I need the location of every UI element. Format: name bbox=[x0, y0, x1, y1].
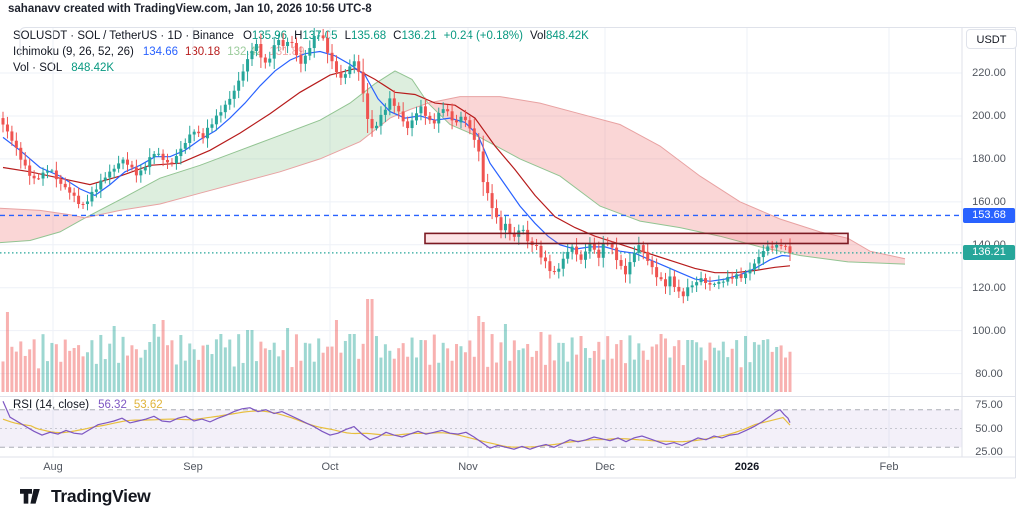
price-tick-label: 120.00 bbox=[972, 281, 1006, 294]
ichimoku-lead2-value: 131.89 bbox=[269, 46, 305, 58]
time-axis-label: Aug bbox=[43, 461, 63, 473]
price-tick-label: 160.00 bbox=[972, 195, 1006, 208]
time-axis-label: Feb bbox=[879, 461, 899, 473]
symbol-legend-row: SOLUSDT · SOL / TetherUS · 1D · Binance O… bbox=[13, 30, 596, 42]
tradingview-logo-icon bbox=[20, 489, 40, 504]
close-value: 136.21 bbox=[401, 30, 437, 42]
price-tick-label: 200.00 bbox=[972, 109, 1006, 122]
time-axis-label: 2026 bbox=[734, 461, 760, 473]
time-axis-label: Oct bbox=[321, 461, 339, 473]
rsi-ma-line bbox=[2, 410, 791, 448]
rsi-label[interactable]: RSI (14, close) bbox=[13, 399, 90, 411]
volume-bars bbox=[1, 299, 792, 392]
volume-value: 848.42K bbox=[545, 30, 589, 42]
resistance-box bbox=[424, 232, 849, 245]
volume-study-label[interactable]: Vol · SOL bbox=[13, 62, 63, 74]
ichimoku-cloud bbox=[0, 208, 85, 243]
ichimoku-conversion-value: 134.66 bbox=[142, 46, 178, 58]
time-axis-label: Sep bbox=[183, 461, 203, 473]
high-value: 137.05 bbox=[302, 30, 338, 42]
time-axis-label: Nov bbox=[458, 461, 478, 473]
ichimoku-cloud bbox=[85, 70, 428, 218]
price-tick-label: 180.00 bbox=[972, 152, 1006, 165]
tenkan-line bbox=[2, 50, 791, 282]
volume-legend-row: Vol · SOL 848.42K bbox=[13, 62, 114, 74]
price-tick-label: 80.00 bbox=[975, 367, 1003, 380]
candlesticks bbox=[1, 27, 792, 304]
rsi-value: 56.32 bbox=[98, 399, 127, 411]
open-value: 135.96 bbox=[251, 30, 288, 42]
price-tick-label: 75.00 bbox=[975, 399, 1003, 411]
last-price-badge: 136.21 bbox=[963, 245, 1015, 261]
tradingview-logo[interactable]: TradingView bbox=[20, 486, 151, 507]
kijun-line bbox=[2, 68, 791, 274]
price-tick-label: 25.00 bbox=[975, 446, 1003, 458]
ichimoku-cloud bbox=[428, 96, 905, 265]
open-label: O bbox=[242, 30, 252, 42]
tradingview-logo-text: TradingView bbox=[51, 486, 151, 506]
ichimoku-legend-row: Ichimoku (9, 26, 52, 26) 134.66 130.18 132.… bbox=[13, 46, 305, 58]
price-level-badge: 153.68 bbox=[963, 207, 1015, 223]
time-axis-label: Dec bbox=[595, 461, 615, 473]
attribution-text: sahanavv created with TradingView.com, J… bbox=[8, 3, 372, 15]
low-value: 135.68 bbox=[350, 30, 387, 42]
volume-label: Vol bbox=[529, 30, 546, 42]
price-tick-label: 100.00 bbox=[972, 324, 1006, 337]
ichimoku-lead1-value: 132.42 bbox=[227, 46, 263, 58]
rsi-ma-value: 53.62 bbox=[133, 399, 163, 411]
volume-study-value: 848.42K bbox=[71, 62, 115, 74]
symbol-title[interactable]: SOLUSDT · SOL / TetherUS · 1D · Binance bbox=[13, 30, 234, 42]
ichimoku-base-value: 130.18 bbox=[185, 46, 221, 58]
plot-layers bbox=[0, 27, 962, 457]
price-tick-label: 220.00 bbox=[972, 67, 1006, 79]
currency-button[interactable]: USDT bbox=[966, 29, 1017, 49]
ichimoku-label[interactable]: Ichimoku (9, 26, 52, 26) bbox=[13, 46, 134, 58]
change-value: +0.24 (+0.18%) bbox=[443, 30, 523, 42]
rsi-legend-row: RSI (14, close) 56.32 53.62 bbox=[13, 399, 163, 411]
price-tick-label: 50.00 bbox=[975, 422, 1003, 435]
